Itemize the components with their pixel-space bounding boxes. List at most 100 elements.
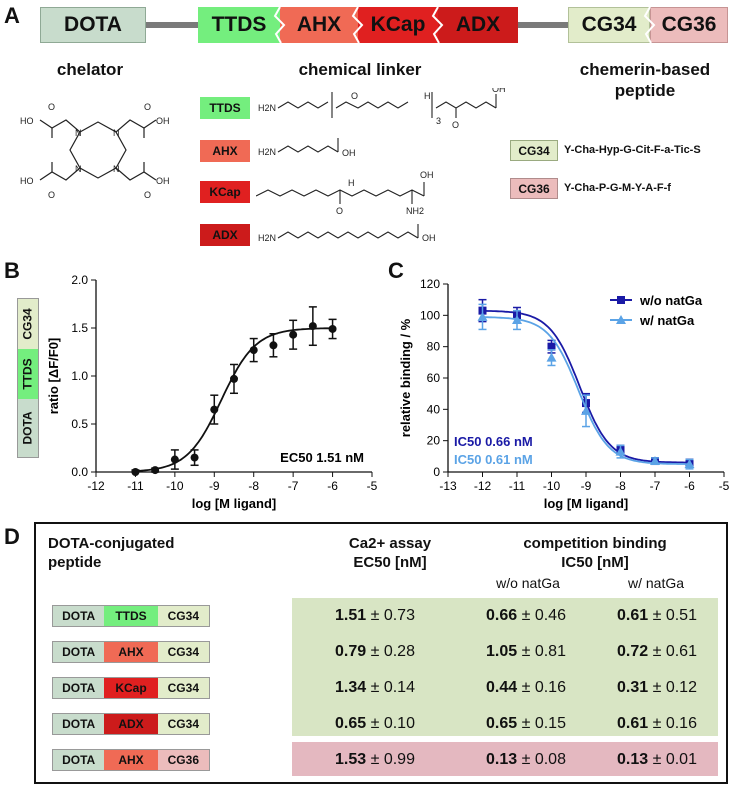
x-tick-label: -12 <box>474 479 492 493</box>
data-point <box>308 306 317 347</box>
value: 0.61 <box>617 715 649 732</box>
data-point <box>269 333 278 358</box>
ic50-annotation-1: IC50 0.66 nM <box>454 434 533 449</box>
chem-h2n: H2N <box>258 233 276 243</box>
data-point <box>581 394 591 428</box>
x-tick-label: -12 <box>87 479 105 493</box>
chem-n: N <box>113 128 120 138</box>
construct-label: DOTA AHX CG34 <box>52 641 210 663</box>
chem-o: O <box>452 120 459 130</box>
x-tick-label: -8 <box>248 479 259 493</box>
construct-linker: AHX <box>104 750 158 770</box>
competition-binding-chart-c: 0 20 40 60 80 100 120 -13 -12 -11 -10 -9 -8 -7 -6 -5 log… <box>398 277 730 511</box>
error: ± 0.16 <box>648 715 697 732</box>
x-axis-label: log [M ligand] <box>544 496 628 511</box>
legend-triangle-marker <box>616 315 626 324</box>
chem-nh2: NH2 <box>406 206 424 216</box>
value: 1.05 <box>486 643 518 660</box>
kcap-block: KCap <box>358 7 438 43</box>
x-tick-label: -10 <box>543 479 561 493</box>
linker-label-kcap: KCap <box>200 181 250 203</box>
x-tick-label: -10 <box>166 479 184 493</box>
construct-dota: DOTA <box>53 678 105 698</box>
data-point <box>512 309 522 331</box>
data-point <box>170 449 179 470</box>
value: 1.51 <box>335 607 367 624</box>
x-tick-label: -6 <box>327 479 338 493</box>
y-tick-label: 0.0 <box>71 465 88 479</box>
cg34-block: CG34 <box>568 7 650 43</box>
value: 0.44 <box>486 679 518 696</box>
chem-o: O <box>144 102 151 112</box>
value: 1.34 <box>335 679 367 696</box>
construct-peptide: CG34 <box>157 642 209 662</box>
cg36-block: CG36 <box>650 7 728 43</box>
col-ic50-line1: competition binding <box>523 535 667 552</box>
construct-peptide: CG34 <box>157 714 209 734</box>
error: ± 0.15 <box>517 715 566 732</box>
chem-n: N <box>75 164 82 174</box>
peptide-caption-line1: chemerin-based <box>579 60 711 79</box>
x-tick-label: -5 <box>719 479 730 493</box>
y-tick-label: 120 <box>420 277 440 291</box>
x-axis-label: log [M ligand] <box>192 496 276 511</box>
data-point <box>328 318 337 340</box>
x-tick-label: -9 <box>209 479 220 493</box>
error: ± 0.12 <box>648 679 697 696</box>
peptide-sequence-cg34: Y-Cha-Hyp-G-Cit-F-a-Tic-S <box>564 144 701 156</box>
cg34-row-background <box>292 598 718 736</box>
legend-square-marker <box>617 296 625 304</box>
data-point <box>249 337 258 363</box>
chem-oh: OH <box>492 88 506 94</box>
y-axis-label: relative binding / % <box>398 318 413 437</box>
ic50-without-ga-cell: 0.66 ± 0.46 <box>456 607 596 625</box>
error: ± 0.28 <box>366 643 415 660</box>
results-table <box>34 522 728 784</box>
x-tick-label: -11 <box>509 479 526 493</box>
col-peptide-line1: DOTA-conjugated <box>48 535 175 552</box>
chem-o: O <box>48 190 55 200</box>
ec50-cell: 1.51 ± 0.73 <box>300 607 450 625</box>
ic50-annotation-2: IC50 0.61 nM <box>454 452 533 467</box>
construct-peptide: CG34 <box>157 678 209 698</box>
chem-oh: OH <box>156 176 170 186</box>
chem-n: N <box>75 128 82 138</box>
peptide-sequence-cg36: Y-Cha-P-G-M-Y-A-F-f <box>564 182 671 194</box>
chem-ho: HO <box>20 116 34 126</box>
vertical-ttds: TTDS <box>21 358 35 390</box>
error: ± 0.10 <box>366 715 415 732</box>
panel-a-letter: A <box>4 3 20 28</box>
ec50-cell: 0.65 ± 0.10 <box>300 715 450 733</box>
vertical-construct-label: DOTA TTDS CG34 <box>17 298 39 458</box>
construct-peptide: CG34 <box>157 606 209 626</box>
construct-dota: DOTA <box>53 750 105 770</box>
error: ± 0.46 <box>517 607 566 624</box>
chem-oh: OH <box>342 148 356 158</box>
x-tick-label: -11 <box>127 479 144 493</box>
data-point <box>289 319 298 350</box>
ahx-block: AHX <box>280 7 358 43</box>
panel-b-letter: B <box>4 258 20 283</box>
ec50-cell: 1.34 ± 0.14 <box>300 679 450 697</box>
chem-h: H <box>424 91 431 101</box>
connector-line <box>146 22 198 28</box>
col-ec50-line2: EC50 [nM] <box>353 554 427 571</box>
sub-header-without-ga: w/o natGa <box>496 575 560 591</box>
y-tick-label: 2.0 <box>71 273 88 287</box>
peptide-label-cg34: CG34 <box>510 140 558 161</box>
y-tick-label: 0.5 <box>71 417 88 431</box>
construct-label: DOTA KCap CG34 <box>52 677 210 699</box>
error: ± 0.73 <box>366 607 415 624</box>
data-point <box>477 303 488 331</box>
data-point <box>210 394 219 425</box>
error: ± 0.99 <box>366 751 415 768</box>
x-tick-label: -8 <box>615 479 626 493</box>
construct-linker: TTDS <box>104 606 158 626</box>
y-tick-label: 1.5 <box>71 321 88 335</box>
chem-o: O <box>48 102 55 112</box>
ttds-block: TTDS <box>198 7 280 43</box>
value: 1.53 <box>335 751 367 768</box>
connector-line <box>518 22 568 28</box>
ic50-with-ga-cell: 0.61 ± 0.51 <box>592 607 722 625</box>
chem-oh: OH <box>422 233 436 243</box>
